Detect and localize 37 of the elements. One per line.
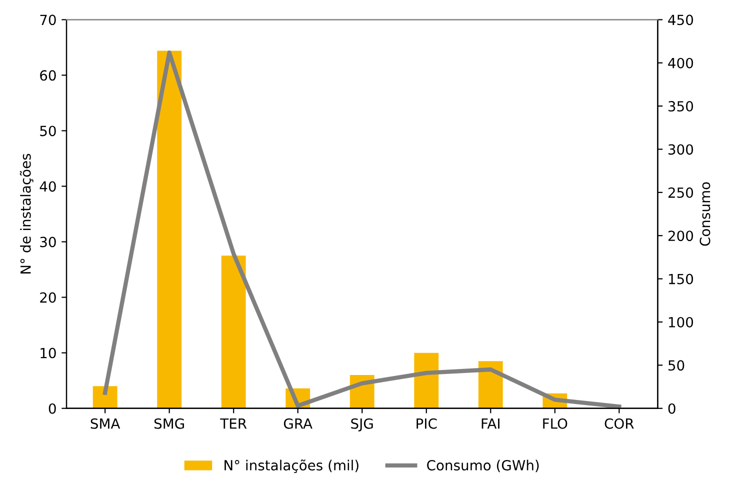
y2-tick-label: 150	[668, 274, 694, 284]
y2-tick-label: 200	[668, 230, 694, 242]
x-tick-label: FLO	[543, 418, 568, 429]
line-series	[102, 50, 622, 408]
y2-tick-label: 100	[668, 316, 694, 328]
y2-tick-label: 300	[668, 144, 694, 155]
x-tick-label: PIC	[416, 418, 437, 429]
y-tick-label: 10	[40, 348, 56, 358]
y-tick-label: 30	[40, 236, 56, 248]
x-tick-label: COR	[604, 418, 634, 429]
x-tick-label: GRA	[284, 418, 312, 429]
y2-tick-label: 450	[668, 14, 694, 26]
y2-tick-label: 350	[668, 101, 694, 112]
y-tick-label: 0	[48, 403, 56, 414]
y2-tick-label: 0	[668, 403, 676, 414]
x-tick-label: FAI	[482, 418, 500, 429]
y-tick-label: 20	[40, 292, 56, 303]
bar	[221, 256, 246, 408]
bar	[157, 50, 182, 408]
y2-tick-label: 400	[668, 58, 694, 68]
legend-label: Consumo (GWh)	[427, 460, 539, 472]
x-tick-label: TER	[220, 418, 247, 429]
bar	[414, 352, 439, 408]
y-tick-label: 50	[40, 126, 56, 136]
y2-tick-label: 50	[668, 360, 684, 371]
bar	[92, 386, 118, 408]
y2-tick-label: 250	[668, 187, 694, 198]
y-axis-title: N° de instalações	[20, 154, 34, 274]
y-tick-label: 40	[40, 181, 56, 192]
x-tick-label: SMA	[90, 418, 120, 429]
x-tick-label: SJG	[351, 418, 373, 432]
y-tick-label: 70	[40, 14, 56, 26]
x-tick-label: SMG	[154, 418, 184, 429]
y-tick-label: 60	[40, 70, 56, 81]
y2-axis-title: Consumo	[700, 182, 710, 246]
legend-label: N° instalações (mil)	[224, 460, 358, 473]
bar	[478, 361, 503, 408]
